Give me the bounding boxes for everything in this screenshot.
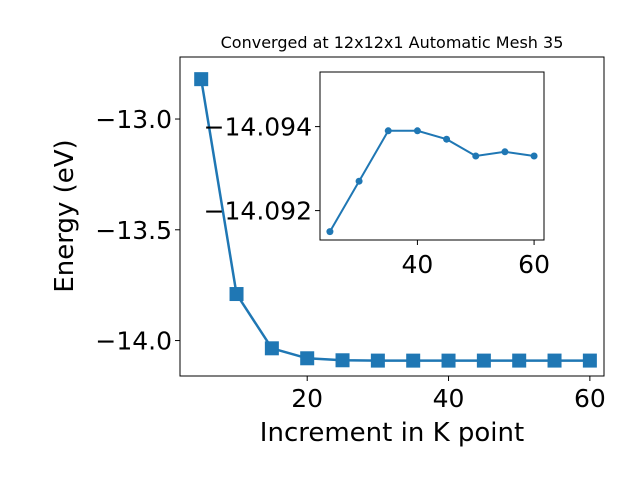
main-x-axis-label: Increment in K point — [260, 418, 524, 448]
main-y-axis-label: Energy (eV) — [50, 139, 80, 292]
inset-plot-area — [326, 127, 538, 236]
main-x-axis: 20 40 60 — [291, 376, 606, 413]
inset-data-point — [326, 228, 334, 236]
main-data-point — [300, 351, 315, 366]
inset-data-point — [501, 148, 509, 156]
main-data-point — [229, 287, 244, 302]
main-data-point — [476, 353, 491, 368]
main-data-point — [264, 341, 279, 356]
inset-y-tick-label: −14.094 — [204, 113, 312, 142]
main-data-point — [406, 353, 421, 368]
inset-x-tick-label: 60 — [518, 250, 550, 279]
inset-data-point — [355, 177, 363, 185]
main-data-point — [547, 353, 562, 368]
main-chart: Converged at 12x12x1 Automatic Mesh 35 2… — [50, 33, 606, 448]
main-chart-title: Converged at 12x12x1 Automatic Mesh 35 — [221, 33, 564, 52]
main-y-tick-label: −13.5 — [95, 216, 172, 245]
inset-data-point — [530, 152, 538, 160]
main-data-point — [512, 353, 527, 368]
inset-axes-frame — [319, 71, 545, 241]
inset-data-point — [472, 152, 480, 160]
inset-x-axis: 40 60 — [402, 240, 550, 279]
main-data-point — [370, 353, 385, 368]
inset-y-axis: −14.094 −14.092 — [204, 113, 320, 226]
inset-background — [320, 72, 544, 240]
main-x-tick-label: 20 — [291, 384, 323, 413]
main-data-point — [582, 353, 597, 368]
main-y-axis: −13.0 −13.5 −14.0 — [95, 105, 180, 356]
inset-data-point — [443, 135, 451, 143]
inset-series-line — [329, 129, 535, 233]
inset-y-tick-label: −14.092 — [204, 197, 312, 226]
main-y-tick-label: −14.0 — [95, 327, 172, 356]
main-data-point — [441, 353, 456, 368]
inset-x-tick-label: 40 — [402, 250, 434, 279]
inset-chart: 40 60 −14.094 −14.092 — [204, 71, 550, 279]
main-data-point — [194, 72, 209, 87]
main-plot-area — [194, 72, 597, 368]
main-y-tick-label: −13.0 — [95, 105, 172, 134]
inset-data-point — [413, 127, 421, 135]
main-axes-frame — [179, 56, 605, 377]
main-data-point — [335, 353, 350, 368]
main-x-tick-label: 60 — [574, 384, 606, 413]
main-x-tick-label: 40 — [433, 384, 465, 413]
inset-data-point — [384, 127, 392, 135]
